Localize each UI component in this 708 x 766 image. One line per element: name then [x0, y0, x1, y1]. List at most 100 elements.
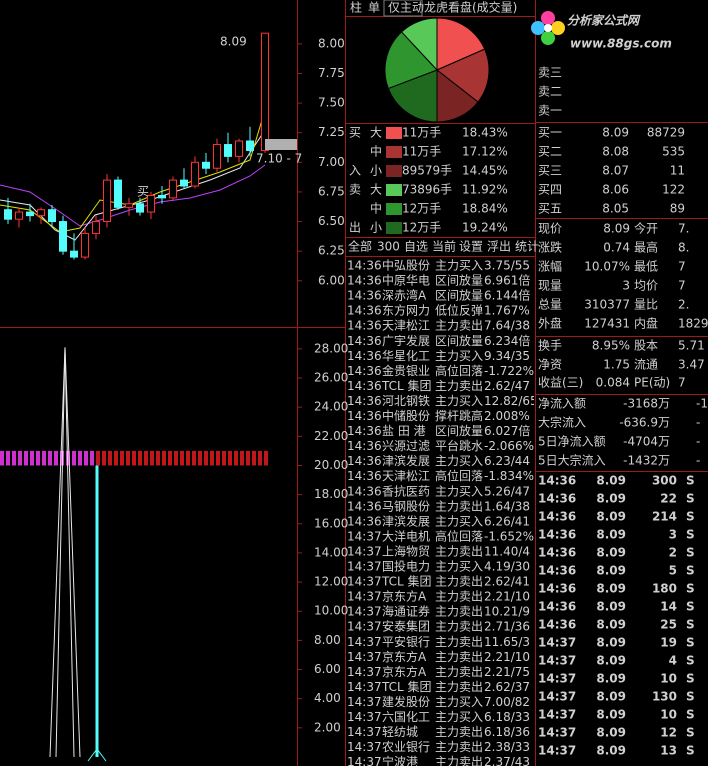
quote-label: 涨跌 [538, 240, 562, 255]
trade-side: S [686, 528, 695, 542]
trade-time: 14:37 [538, 672, 576, 686]
event-name: 盐 田 港 [382, 424, 426, 438]
band-stripe [264, 450, 268, 466]
y-tick-label: 26.00 [314, 371, 348, 385]
band-stripe [126, 450, 130, 466]
event-value: 6.234倍 [484, 333, 530, 348]
quote-label: 现量 [538, 279, 562, 293]
candle-body [213, 144, 221, 169]
event-name: 平安银行 [382, 634, 430, 649]
candle-body [246, 140, 254, 151]
band-stripe [30, 450, 34, 466]
band-stripe [36, 450, 40, 466]
quote-value: 7 [678, 376, 686, 390]
event-name: 兴源过滤 [382, 439, 430, 453]
band-stripe [216, 450, 220, 466]
y-tick-label: 7.75 [318, 66, 345, 80]
book-price: 8.06 [602, 183, 629, 197]
trade-volume: 12 [660, 726, 677, 740]
candle-body [4, 209, 12, 220]
trade-side: S [686, 582, 695, 596]
candle-body [26, 211, 34, 217]
event-time: 14:36 [347, 274, 382, 288]
swatch [386, 127, 402, 139]
book-label: 买四 [538, 183, 562, 197]
event-time: 14:36 [347, 424, 382, 438]
y-tick-label: 7.50 [318, 96, 345, 110]
trade-time: 14:37 [538, 708, 576, 722]
event-value: 7.64/38 [484, 319, 530, 333]
high-label: 8.09 [220, 35, 247, 49]
candle-body [180, 179, 188, 187]
quote-label: 现价 [538, 222, 562, 236]
y-tick-label: 6.75 [318, 184, 345, 198]
event-value: 6.23/44 [484, 454, 530, 468]
quote-label: 外盘 [538, 316, 562, 331]
event-type: 主力卖出 [435, 590, 483, 604]
event-type: 撑杆跳高 [435, 408, 483, 423]
volume: 12万手 [402, 221, 441, 235]
quote-value: 3 [622, 279, 630, 293]
trade-volume: 300 [652, 474, 677, 488]
event-value: 5.26/47 [484, 484, 530, 498]
trade-side: S [686, 618, 695, 632]
candle-body [169, 179, 177, 199]
candle-body [235, 140, 243, 157]
event-time: 14:36 [347, 499, 382, 513]
quote-label: 最低 [634, 260, 658, 274]
trade-volume: 180 [652, 582, 677, 596]
quote-value: 8.95% [592, 339, 630, 353]
pct: 14.45% [462, 164, 508, 178]
event-name: 华星化工 [382, 349, 430, 363]
trade-time: 14:37 [538, 690, 576, 704]
trade-price: 8.09 [596, 492, 626, 506]
event-name: 大洋电机 [382, 528, 430, 543]
event-name: 海通证券 [382, 604, 430, 619]
quote-value: 3.47 [678, 358, 705, 372]
tab: 单 [368, 1, 380, 15]
book-volume: 122 [662, 183, 685, 197]
event-type: 主力卖出 [435, 605, 483, 619]
trade-volume: 14 [660, 600, 677, 614]
toolbar-item: 自选 [404, 240, 428, 254]
toolbar-item: 全部 [348, 239, 372, 254]
event-type: 主力卖出 [435, 665, 483, 679]
event-value: 2.21/10 [484, 590, 530, 604]
event-type: 区间放量 [435, 423, 483, 438]
event-name: 马钢股份 [382, 499, 430, 513]
event-name: TCL 集团 [381, 679, 432, 694]
book-label: 买三 [538, 164, 562, 178]
spike [55, 347, 75, 758]
event-value: 12.82/65 [484, 394, 538, 408]
trade-time: 14:36 [538, 600, 576, 614]
candle-body [81, 232, 89, 258]
event-type: 主力买入 [435, 484, 483, 498]
trade-time: 14:36 [538, 564, 576, 578]
quote-value: 310377 [584, 298, 630, 312]
trade-side: S [686, 600, 695, 614]
event-type: 区间放量 [435, 273, 483, 288]
signal-foot [87, 748, 107, 762]
event-value: 1.767% [484, 304, 530, 318]
size-label: 中 [370, 201, 382, 216]
event-type: 高位回落 [435, 528, 483, 543]
volume: 89579手 [402, 164, 452, 178]
event-type: 主力卖出 [435, 725, 483, 739]
swatch [386, 203, 402, 215]
tab: 龙虎看盘(成交量) [424, 0, 517, 15]
y-tick-label: 6.25 [318, 244, 345, 258]
trade-side: S [686, 654, 695, 668]
signal-label: 买 [137, 185, 149, 199]
event-name: 宁波港 [382, 754, 418, 766]
band-stripe [120, 450, 124, 466]
event-name: TCL 集团 [381, 574, 432, 589]
event-value: -1.834% [484, 469, 534, 483]
event-time: 14:36 [347, 349, 382, 363]
band-stripe [168, 450, 172, 466]
quote-value: 10.07% [584, 260, 630, 274]
side-label: 出 [349, 221, 361, 235]
trade-side: S [686, 744, 695, 758]
book-label: 卖二 [538, 85, 562, 99]
